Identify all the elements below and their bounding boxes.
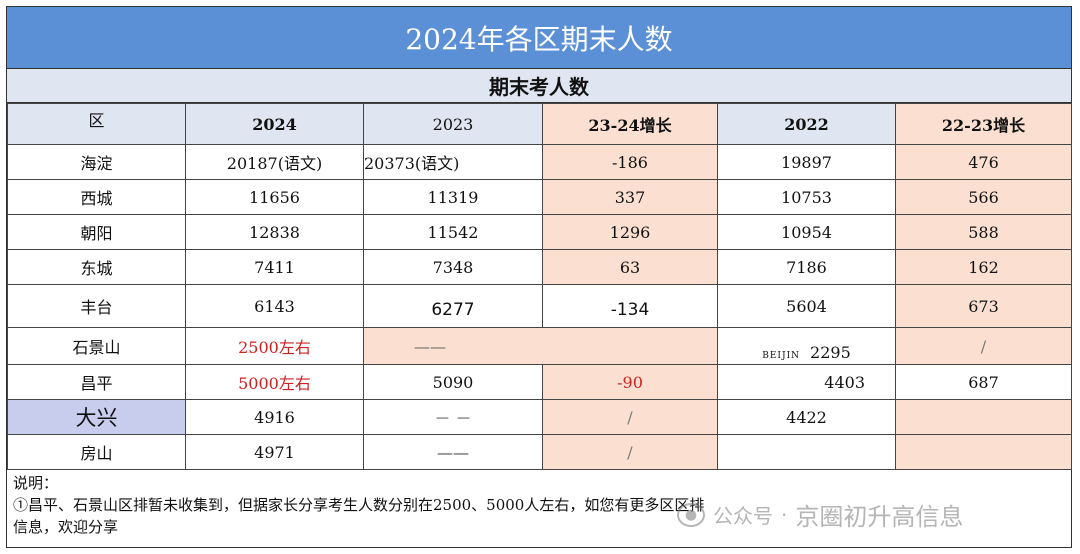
- cell-2024: 5000左右: [185, 364, 364, 400]
- cell-growth-22-23: 476: [895, 144, 1072, 180]
- cell-district: 石景山: [7, 327, 186, 365]
- cell-growth-23-24: 337: [542, 179, 718, 215]
- cell-growth-22-23: 687: [895, 364, 1072, 400]
- cell-2024: 4971: [185, 434, 364, 470]
- cell-2024: 4916: [185, 399, 364, 435]
- table-row: 海淀 20187(语文) 20373(语文) -186 19897 476: [7, 144, 1072, 180]
- header-district: 区: [7, 103, 186, 145]
- table-row: 东城 7411 7348 63 7186 162: [7, 249, 1072, 285]
- header-growth-23-24: 23-24增长: [542, 103, 718, 145]
- cell-2023: 5090: [363, 364, 543, 400]
- cell-2024: 6143: [185, 284, 364, 328]
- cell-2023: 11542: [363, 214, 543, 250]
- cell-2022: 7186: [717, 249, 896, 285]
- notes-label: 说明：: [13, 474, 59, 492]
- cell-growth-22-23: 588: [895, 214, 1072, 250]
- cell-2022: BEIJIN 2295: [717, 327, 896, 365]
- table-frame: 2024年各区期末人数 期末考人数 区 2024 2023 23-24增长 20…: [6, 6, 1072, 548]
- table-row: 西城 11656 11319 337 10753 566: [7, 179, 1072, 215]
- cell-2022: 5604: [717, 284, 896, 328]
- cell-growth-23-24: /: [542, 399, 718, 435]
- cell-2022: 10753: [717, 179, 896, 215]
- header-growth-22-23: 22-23增长: [895, 103, 1072, 145]
- cell-2022-note: BEIJIN: [762, 351, 801, 361]
- cell-2022: 19897: [717, 144, 896, 180]
- cell-growth-23-24: /: [542, 434, 718, 470]
- cell-growth-22-23: /: [895, 327, 1072, 365]
- header-2024: 2024: [185, 103, 364, 145]
- notes-line-1: ①昌平、石景山区排暂未收集到，但据家长分享考生人数分别在2500、5000人左右…: [13, 496, 705, 514]
- table-row: 丰台 6143 6277 -134 5604 673: [7, 284, 1072, 328]
- cell-2023-merged: ——: [363, 327, 718, 365]
- cell-2022: 10954: [717, 214, 896, 250]
- cell-growth-22-23: [895, 399, 1072, 435]
- cell-2024: 20187(语文): [185, 144, 364, 180]
- table-row: 昌平 5000左右 5090 -90 4403 687: [7, 364, 1072, 400]
- cell-2024: 11656: [185, 179, 364, 215]
- cell-growth-22-23: 673: [895, 284, 1072, 328]
- table-row: 朝阳 12838 11542 1296 10954 588: [7, 214, 1072, 250]
- page-title: 2024年各区期末人数: [7, 7, 1071, 69]
- cell-district: 房山: [7, 434, 186, 470]
- cell-growth-22-23: 566: [895, 179, 1072, 215]
- cell-2024: 12838: [185, 214, 364, 250]
- cell-2023: － －: [363, 399, 543, 435]
- header-2023: 2023: [363, 103, 543, 145]
- enrollment-table: 区 2024 2023 23-24增长 2022 22-23增长 海淀 2018…: [7, 103, 1072, 470]
- cell-growth-23-24: -90: [542, 364, 718, 400]
- cell-growth-23-24: 63: [542, 249, 718, 285]
- cell-district: 昌平: [7, 364, 186, 400]
- table-row: 石景山 2500左右 —— BEIJIN 2295 /: [7, 327, 1072, 365]
- notes-section: 说明： ①昌平、石景山区排暂未收集到，但据家长分享考生人数分别在2500、500…: [7, 468, 1071, 547]
- cell-growth-22-23: 162: [895, 249, 1072, 285]
- cell-2024: 7411: [185, 249, 364, 285]
- table-row: 大兴 4916 － － / 4422: [7, 399, 1072, 435]
- notes-line-2: 信息，欢迎分享: [13, 518, 119, 536]
- cell-growth-22-23: [895, 434, 1072, 470]
- cell-growth-23-24: -134: [542, 284, 718, 328]
- cell-district: 大兴: [7, 399, 186, 435]
- cell-2023: 7348: [363, 249, 543, 285]
- table-subtitle: 期末考人数: [7, 69, 1071, 103]
- cell-2022: 4403: [717, 364, 896, 400]
- cell-district: 朝阳: [7, 214, 186, 250]
- header-row: 区 2024 2023 23-24增长 2022 22-23增长: [7, 103, 1072, 145]
- cell-2024: 2500左右: [185, 327, 364, 365]
- cell-2022: 4422: [717, 399, 896, 435]
- cell-district: 海淀: [7, 144, 186, 180]
- cell-2023-merged-text: ——: [414, 336, 446, 356]
- cell-2023: 11319: [363, 179, 543, 215]
- cell-2022-value: 2295: [810, 343, 851, 362]
- cell-growth-23-24: -186: [542, 144, 718, 180]
- cell-2023: 6277: [363, 284, 543, 328]
- cell-growth-23-24: 1296: [542, 214, 718, 250]
- table-row: 房山 4971 —— /: [7, 434, 1072, 470]
- cell-district: 西城: [7, 179, 186, 215]
- cell-2023: ——: [363, 434, 543, 470]
- header-2022: 2022: [717, 103, 896, 145]
- cell-district: 丰台: [7, 284, 186, 328]
- cell-district: 东城: [7, 249, 186, 285]
- cell-2023: 20373(语文): [363, 144, 543, 180]
- cell-2022: [717, 434, 896, 470]
